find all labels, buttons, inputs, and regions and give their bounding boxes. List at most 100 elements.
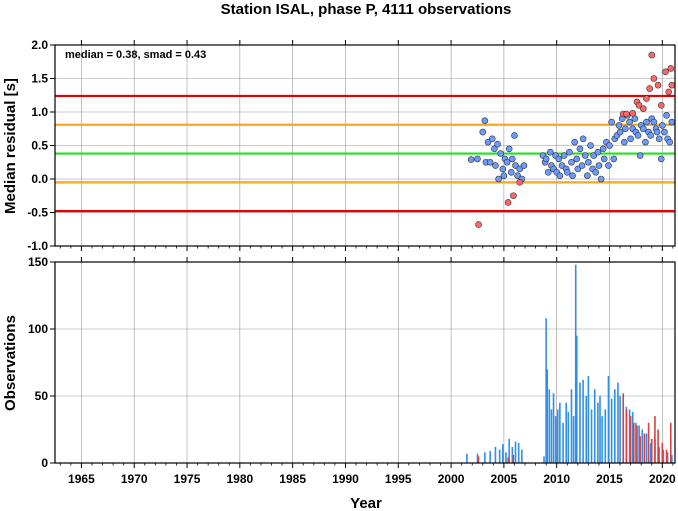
residual-grid bbox=[55, 44, 675, 247]
residual-points bbox=[467, 51, 676, 228]
observation-bar bbox=[587, 375, 590, 463]
residual-y-axis-label: Median residual [s] bbox=[2, 78, 19, 214]
residual-point bbox=[634, 132, 642, 139]
observation-bar bbox=[650, 438, 653, 463]
residual-point bbox=[571, 138, 578, 146]
residual-point bbox=[578, 162, 586, 169]
residual-point bbox=[560, 152, 568, 159]
observation-bar bbox=[649, 442, 652, 463]
observation-bar bbox=[619, 396, 621, 463]
residual-point bbox=[643, 95, 650, 102]
residual-y-tick-label: 0.0 bbox=[31, 172, 48, 186]
residual-point bbox=[636, 152, 644, 159]
x-tick-label: 2015 bbox=[596, 472, 623, 486]
residual-point bbox=[568, 158, 575, 166]
residual-point bbox=[662, 68, 669, 76]
residual-point bbox=[667, 65, 675, 72]
residual-point bbox=[654, 81, 662, 89]
residual-point bbox=[608, 118, 615, 126]
observation-bar bbox=[662, 449, 665, 463]
residual-point bbox=[629, 110, 637, 117]
residual-y-tick-label: -0.5 bbox=[27, 206, 48, 220]
observation-bar bbox=[567, 412, 570, 463]
observation-bar bbox=[514, 441, 517, 463]
residual-point bbox=[647, 132, 655, 139]
observation-bar bbox=[665, 449, 668, 463]
observation-bar bbox=[607, 375, 610, 463]
x-tick-label: 1990 bbox=[332, 472, 359, 486]
observation-bar bbox=[476, 453, 479, 463]
observation-bar bbox=[613, 389, 616, 463]
residual-point bbox=[600, 155, 608, 163]
observation-bar bbox=[639, 436, 641, 463]
residual-point bbox=[576, 145, 584, 153]
residual-point bbox=[668, 81, 676, 89]
residual-point bbox=[653, 128, 661, 136]
residual-point bbox=[556, 172, 564, 179]
residual-point bbox=[581, 152, 589, 159]
residual-point bbox=[509, 155, 516, 163]
residual-point bbox=[497, 150, 505, 157]
residual-point bbox=[587, 142, 594, 149]
observation-bar bbox=[565, 402, 568, 463]
residual-point bbox=[584, 172, 591, 179]
residual-point bbox=[491, 145, 498, 153]
residual-point bbox=[655, 135, 663, 143]
residual-point bbox=[481, 117, 489, 125]
residual-point bbox=[610, 155, 618, 163]
observation-bar bbox=[658, 446, 660, 463]
residual-point bbox=[648, 51, 656, 59]
residual-point bbox=[563, 169, 571, 176]
observation-bar bbox=[477, 456, 480, 463]
observation-bar bbox=[552, 393, 555, 463]
residual-point bbox=[657, 155, 665, 163]
observation-bar bbox=[635, 422, 637, 463]
residual-point bbox=[505, 145, 513, 153]
observation-bar bbox=[574, 264, 577, 463]
observation-bar bbox=[505, 452, 507, 463]
residual-point bbox=[569, 172, 576, 179]
observation-bar bbox=[585, 396, 588, 463]
observations-y-ticks: 0 50 100 150 bbox=[28, 255, 55, 470]
observation-bar bbox=[617, 382, 619, 463]
observation-bar bbox=[546, 369, 548, 463]
residual-point bbox=[547, 148, 554, 156]
residual-point bbox=[510, 192, 517, 200]
residual-point bbox=[666, 138, 674, 146]
residual-point bbox=[616, 128, 624, 136]
observation-bar bbox=[622, 393, 625, 463]
residual-point bbox=[597, 175, 605, 183]
residual-point bbox=[668, 118, 676, 126]
observation-bar bbox=[512, 454, 515, 463]
observation-bar bbox=[661, 442, 664, 463]
observation-bar bbox=[554, 416, 557, 463]
residual-point bbox=[492, 162, 499, 169]
x-tick-label: 1980 bbox=[226, 472, 253, 486]
observation-bar bbox=[498, 449, 501, 463]
observation-bar bbox=[466, 453, 468, 463]
residual-point bbox=[646, 85, 653, 92]
residual-point bbox=[622, 125, 629, 133]
x-axis-label: Year bbox=[350, 495, 382, 511]
residual-point bbox=[494, 140, 501, 148]
residual-point bbox=[475, 221, 482, 228]
observations-y-tick-label: 0 bbox=[41, 456, 48, 470]
observations-bars bbox=[466, 264, 673, 463]
observation-bar bbox=[575, 335, 578, 463]
observation-bar bbox=[570, 389, 573, 463]
observation-bar bbox=[638, 425, 640, 463]
observations-grid bbox=[55, 261, 675, 464]
residual-point bbox=[640, 125, 647, 133]
observation-bar bbox=[590, 409, 593, 463]
observation-bar bbox=[521, 449, 523, 463]
residual-point bbox=[474, 155, 481, 163]
residual-point bbox=[511, 132, 518, 139]
residual-point bbox=[621, 138, 628, 146]
residual-point bbox=[650, 75, 658, 82]
observation-bar bbox=[654, 416, 656, 463]
residual-point bbox=[665, 88, 672, 96]
residual-y-tick-label: -1.0 bbox=[27, 239, 48, 253]
observation-bar bbox=[582, 379, 584, 463]
observation-bar bbox=[545, 318, 547, 463]
